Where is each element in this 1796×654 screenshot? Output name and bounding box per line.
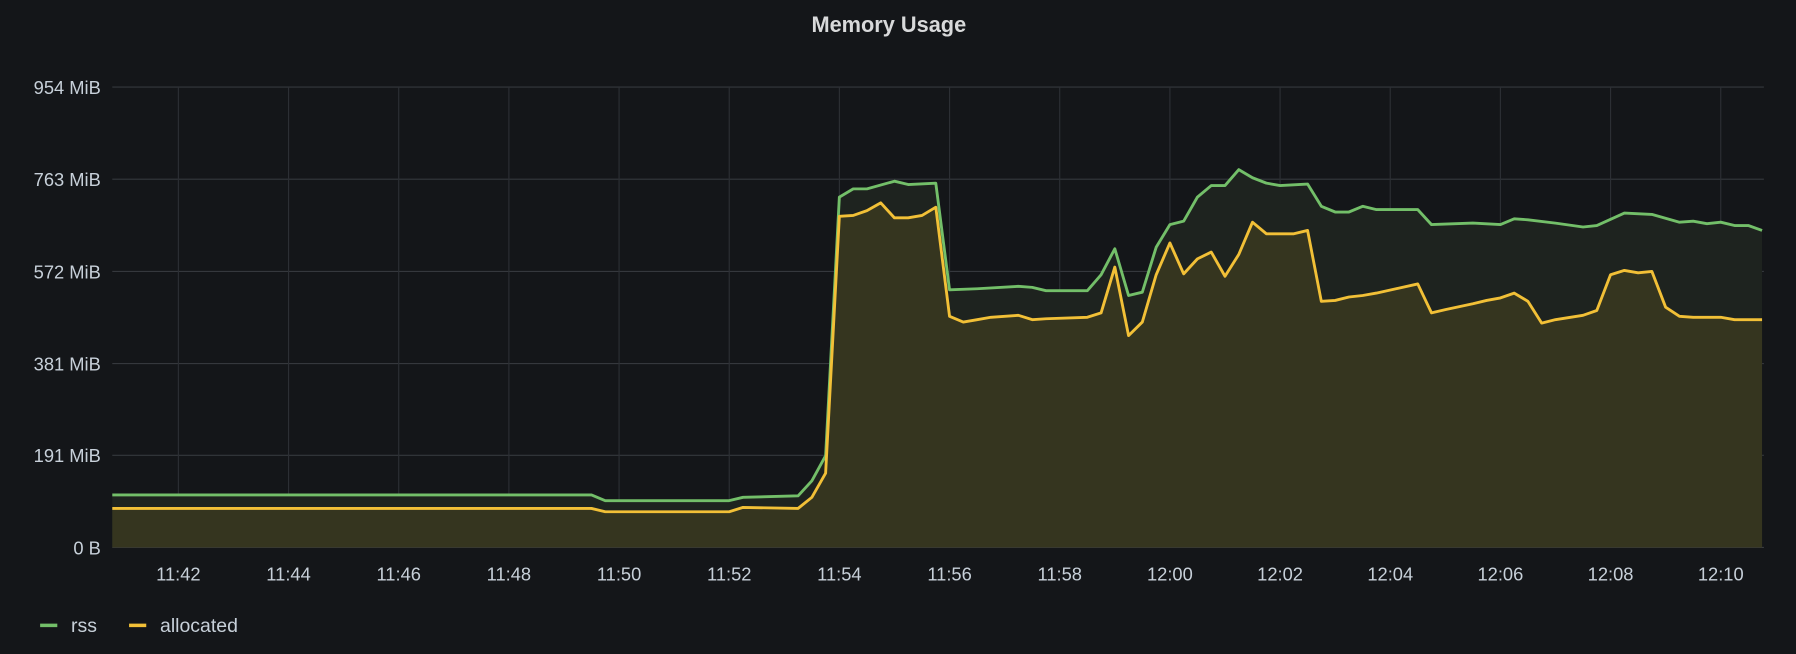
- series-lines: [112, 168, 1763, 514]
- x-tick-label: 11:50: [597, 564, 641, 585]
- x-tick-label: 11:46: [376, 564, 420, 585]
- y-axis: 0 B 191 MiB 381 MiB 572 MiB 763 MiB 954 MiB: [34, 77, 101, 558]
- y-tick-label: 191 MiB: [34, 445, 101, 466]
- x-tick-label: 11:54: [817, 564, 861, 585]
- legend: rss allocated: [40, 615, 238, 637]
- x-tick-label: 11:56: [927, 564, 971, 585]
- x-tick-label: 12:02: [1257, 564, 1303, 585]
- line-allocated: [112, 201, 1763, 514]
- x-axis: 11:42 11:44 11:46 11:48 11:50 11:52 11:54 11:56…: [156, 564, 1744, 585]
- x-tick-label: 11:48: [487, 564, 531, 585]
- legend-label-allocated: allocated: [160, 615, 238, 637]
- x-tick-label: 11:52: [707, 564, 751, 585]
- area-allocated: [112, 202, 1763, 548]
- line-rss: [112, 168, 1763, 503]
- series-areas: [112, 169, 1763, 548]
- y-tick-label: 954 MiB: [34, 77, 101, 98]
- y-tick-label: 0 B: [73, 537, 101, 558]
- x-tick-label: 12:10: [1698, 564, 1744, 585]
- y-tick-label: 763 MiB: [34, 169, 101, 190]
- y-tick-label: 381 MiB: [34, 353, 101, 374]
- x-tick-label: 12:06: [1477, 564, 1523, 585]
- x-tick-label: 11:58: [1037, 564, 1081, 585]
- legend-label-rss: rss: [71, 615, 97, 637]
- x-tick-label: 12:00: [1147, 564, 1193, 585]
- x-tick-label: 12:04: [1367, 564, 1413, 585]
- chart-title: Memory Usage: [811, 12, 966, 37]
- y-tick-label: 572 MiB: [34, 261, 101, 282]
- x-tick-label: 11:44: [266, 564, 310, 585]
- x-tick-label: 11:42: [156, 564, 200, 585]
- x-tick-label: 12:08: [1588, 564, 1634, 585]
